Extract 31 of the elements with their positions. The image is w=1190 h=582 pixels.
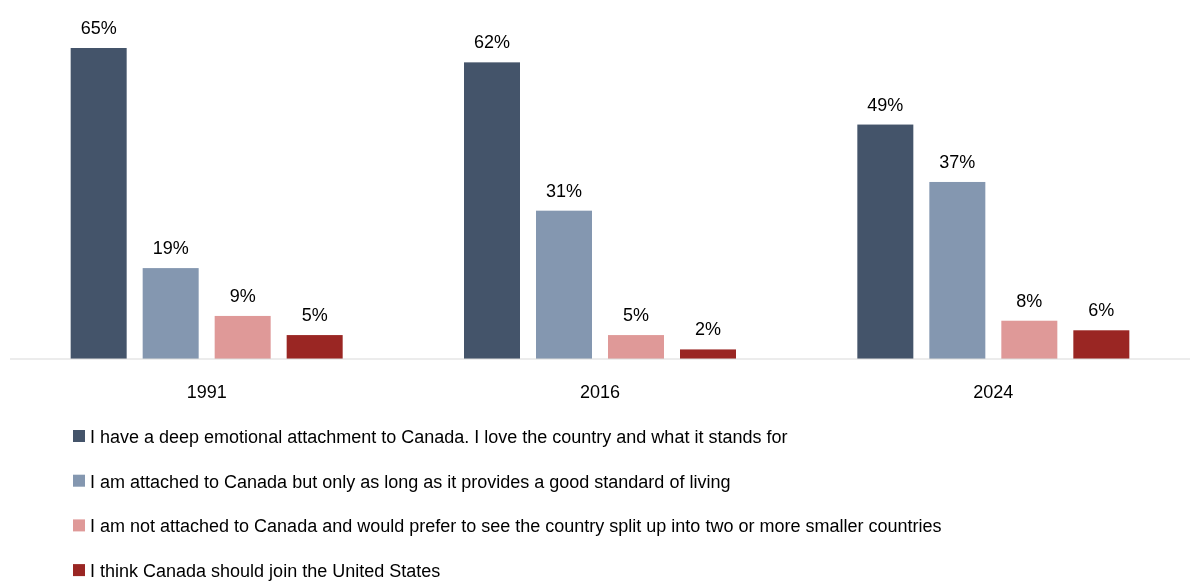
bar bbox=[70, 48, 127, 359]
data-label: 49% bbox=[867, 94, 904, 115]
legend-label: I am attached to Canada but only as long as it provides a good standard of living bbox=[90, 471, 731, 492]
x-tick-label: 1991 bbox=[186, 382, 227, 402]
x-tick-label: 2024 bbox=[973, 382, 1014, 402]
bar bbox=[857, 124, 914, 359]
data-label: 8% bbox=[1016, 290, 1043, 311]
data-label: 9% bbox=[229, 285, 256, 306]
bar bbox=[680, 349, 736, 359]
data-label: 19% bbox=[152, 238, 189, 259]
x-tick-label: 2016 bbox=[579, 382, 621, 402]
bar bbox=[142, 268, 199, 359]
data-label: 2% bbox=[694, 319, 722, 340]
bar bbox=[464, 62, 520, 359]
bar bbox=[536, 210, 592, 359]
data-label: 6% bbox=[1088, 300, 1115, 321]
legend-label: I am not attached to Canada and would prefer to see the country split up into two or more smaller countries bbox=[90, 516, 942, 537]
bar bbox=[214, 315, 271, 359]
bar bbox=[929, 181, 986, 359]
data-label: 65% bbox=[80, 18, 117, 38]
data-label: 31% bbox=[545, 180, 583, 201]
legend-label: I have a deep emotional attachment to Canada. I love the country and what it stands for bbox=[90, 427, 788, 447]
data-label: 5% bbox=[622, 305, 650, 326]
bar bbox=[286, 335, 343, 359]
data-label: 62% bbox=[473, 32, 511, 53]
bar bbox=[1073, 330, 1130, 359]
bar bbox=[1001, 320, 1058, 359]
legend-label: I think Canada should join the United States bbox=[90, 561, 441, 582]
data-label: 5% bbox=[301, 305, 328, 326]
bar bbox=[608, 335, 664, 359]
data-label: 37% bbox=[939, 151, 976, 172]
